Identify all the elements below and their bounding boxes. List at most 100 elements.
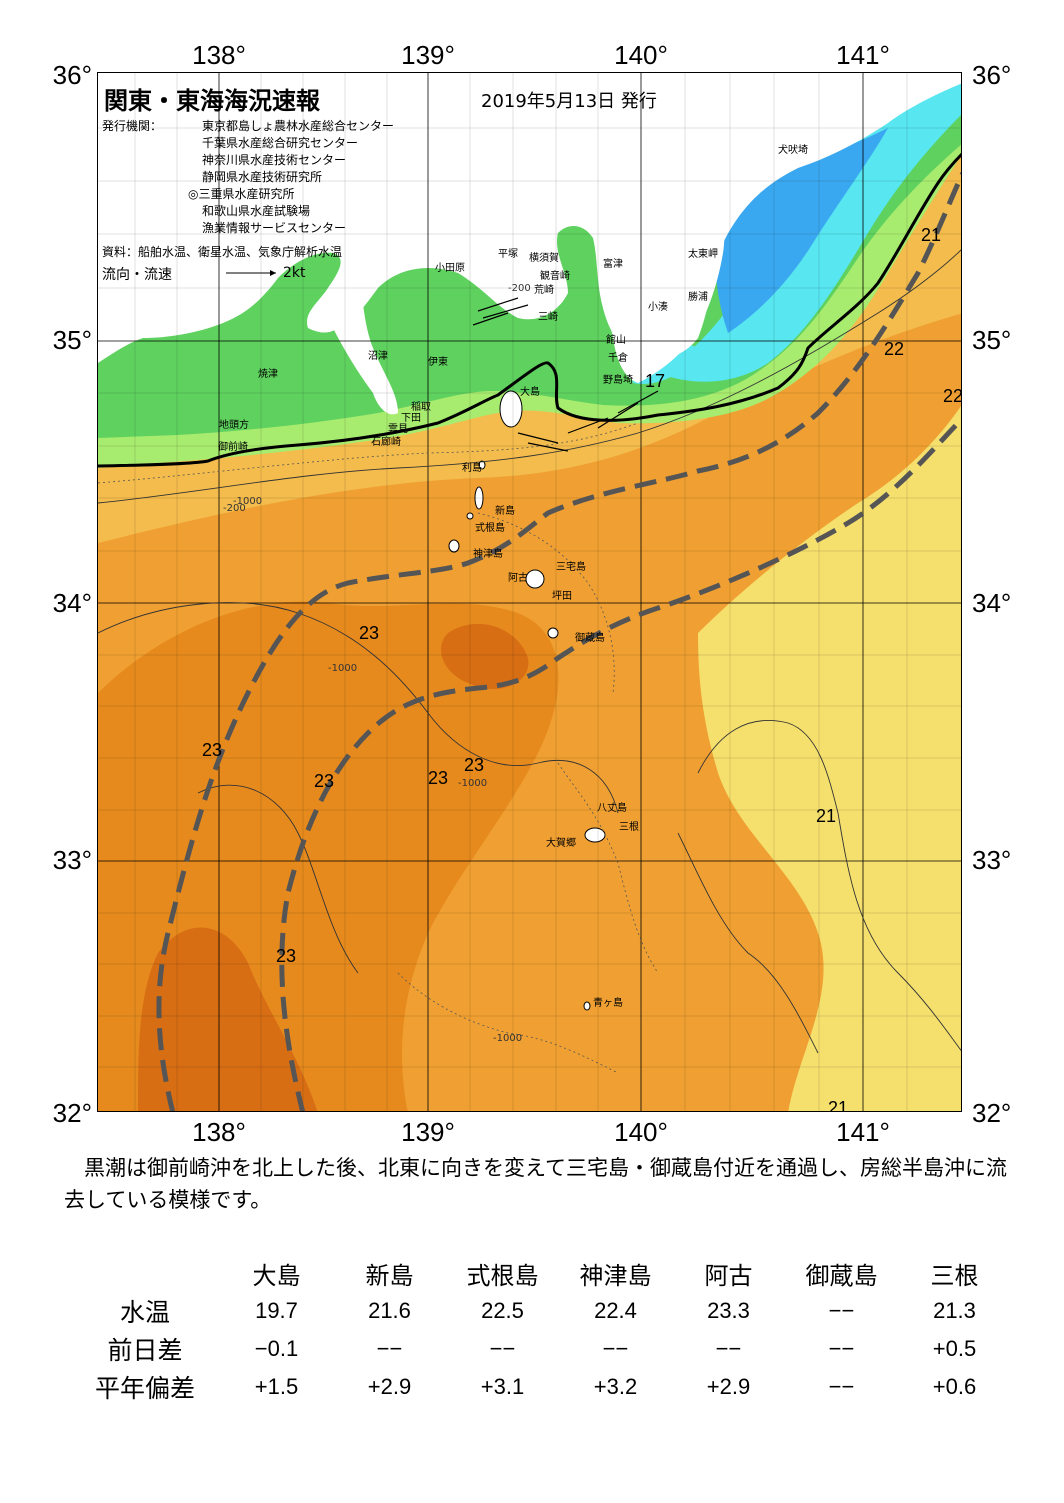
lat-label-33-left: 33° xyxy=(52,845,92,875)
table-cell: +0.6 xyxy=(932,1374,977,1399)
island-mikurajima xyxy=(547,627,559,639)
issuer-item: 静岡県水産技術研究所 xyxy=(202,170,323,184)
land-boso-peninsula xyxy=(598,173,725,383)
table-cell: 23.3 xyxy=(707,1298,750,1323)
lon-label-139-bottom: 139° xyxy=(401,1117,455,1147)
island-aogashima xyxy=(583,1001,591,1011)
table-corner xyxy=(70,1254,220,1292)
place-futtsu: 富津 xyxy=(603,259,623,270)
lon-label-138-top: 138° xyxy=(192,40,246,70)
kuroshio-axis-northern xyxy=(156,171,961,1111)
place-numazu: 沼津 xyxy=(368,351,388,362)
table-row: 前日差 −0.1 −− −− −− −− −− +0.5 xyxy=(70,1330,1011,1368)
place-chikura: 千倉 xyxy=(608,353,628,364)
map-title: 関東・東海海況速報 xyxy=(104,87,320,115)
depth-label: -1000 xyxy=(328,663,358,674)
grid-minor xyxy=(98,73,961,1111)
sea-cold-blue xyxy=(716,128,888,333)
place-kumomi: 雲見 xyxy=(388,424,408,435)
sea-dark-orange-patch-south xyxy=(138,927,318,1111)
place-toshima: 利島 xyxy=(462,463,482,474)
place-hachijojima: 八丈島 xyxy=(597,803,627,814)
island-oshima xyxy=(499,390,523,428)
place-tateyama: 館山 xyxy=(606,335,626,346)
place-oshima: 大島 xyxy=(520,387,540,398)
depth-label: -200 xyxy=(508,283,531,294)
isotherm-label-23: 23 xyxy=(276,946,297,966)
issuer-list: 東京都島しょ農林水産総合センター 千葉県水産総合研究センター 神奈川県水産技術セ… xyxy=(188,118,394,237)
place-miyakejima: 三宅島 xyxy=(556,562,586,573)
table-cell: 22.5 xyxy=(481,1298,524,1323)
isotherm-label-22: 22 xyxy=(884,339,905,359)
place-mikurajima: 御蔵島 xyxy=(575,633,605,644)
table-row: 水温 19.7 21.6 22.5 22.4 23.3 −− 21.3 xyxy=(70,1292,1011,1330)
place-inubozaki: 犬吠埼 xyxy=(778,145,808,156)
place-tsubota: 坪田 xyxy=(552,591,572,602)
lon-label-141-bottom: 141° xyxy=(836,1117,890,1147)
lat-label-34-right: 34° xyxy=(972,588,1012,618)
station-header: 御蔵島 xyxy=(805,1261,878,1290)
lat-label-36-left: 36° xyxy=(52,60,92,90)
table-cell: 21.3 xyxy=(933,1298,976,1323)
lon-label-138-bottom: 138° xyxy=(192,1117,246,1147)
place-inatori: 稲取 xyxy=(411,402,431,413)
sea-yellow-east xyxy=(698,405,961,1111)
table-cell: −− xyxy=(376,1336,403,1361)
depth-contours xyxy=(98,422,659,1074)
place-yaizu: 焼津 xyxy=(258,369,278,380)
isotherm-label-17: 17 xyxy=(645,371,666,391)
place-odawara: 小田原 xyxy=(435,263,465,274)
place-shikinejima: 式根島 xyxy=(475,523,505,534)
isotherm-label-23: 23 xyxy=(464,755,485,775)
depth-label: -1000 xyxy=(493,1033,523,1044)
table-cell: −− xyxy=(828,1336,855,1361)
table-cell: +2.9 xyxy=(706,1374,751,1399)
row-label: 前日差 xyxy=(107,1336,183,1365)
land-izu-peninsula xyxy=(325,268,398,415)
place-irozaki: 石廊崎 xyxy=(371,437,401,448)
summary-text: 黒潮は御前崎沖を北上した後、北東に向きを変えて三宅島・御蔵島付近を通過し、房総半… xyxy=(64,1152,1024,1216)
table-cell: 19.7 xyxy=(255,1298,298,1323)
issuer-item: ◎三重県水産研究所 xyxy=(188,187,295,201)
table-cell: +2.9 xyxy=(367,1374,412,1399)
place-kannonzaki: 観音崎 xyxy=(540,271,570,282)
place-okago: 大賀郷 xyxy=(546,838,576,849)
legend-arrow-head xyxy=(270,270,276,276)
lat-label-35-left: 35° xyxy=(52,325,92,355)
map-canvas xyxy=(98,73,961,1111)
land-honshu xyxy=(98,73,961,363)
lat-label-32-left: 32° xyxy=(52,1098,92,1128)
current-legend-label: 流向・流速 xyxy=(102,267,172,283)
isotherm-label-23: 23 xyxy=(359,623,380,643)
lat-label-32-right: 32° xyxy=(972,1098,1012,1128)
place-kominato: 小湊 xyxy=(648,302,668,313)
table-cell: −− xyxy=(715,1336,742,1361)
place-arasaki: 荒崎 xyxy=(534,285,554,296)
table-cell: +0.5 xyxy=(932,1336,977,1361)
station-header: 新島 xyxy=(365,1261,414,1290)
lon-label-139-top: 139° xyxy=(401,40,455,70)
current-legend-scale: 2kt xyxy=(283,265,306,281)
station-header: 神津島 xyxy=(579,1261,652,1290)
station-header: 大島 xyxy=(252,1261,301,1290)
data-source: 資料：船舶水温、衛星水温、気象庁解析水温 xyxy=(102,245,343,259)
isotherm-label-23: 23 xyxy=(428,768,449,788)
current-arrows xyxy=(472,297,659,452)
table-cell: 21.6 xyxy=(368,1298,411,1323)
place-jitogata: 地頭方 xyxy=(219,420,249,431)
island-toshima xyxy=(478,460,486,470)
place-niijima: 新島 xyxy=(495,506,515,517)
table-cell: −− xyxy=(489,1336,516,1361)
place-taitomisaki: 太東岬 xyxy=(688,249,718,260)
depth-label: -200 xyxy=(223,503,246,514)
place-aogashima: 青ヶ島 xyxy=(593,998,623,1009)
issuer-item: 漁業情報サービスセンター xyxy=(202,221,347,235)
lat-label-36-right: 36° xyxy=(972,60,1012,90)
lon-label-141-top: 141° xyxy=(836,40,890,70)
depth-label: -1000 xyxy=(458,778,488,789)
summary-body: 黒潮は御前崎沖を北上した後、北東に向きを変えて三宅島・御蔵島付近を通過し、房総半… xyxy=(64,1156,1007,1212)
lon-label-140-bottom: 140° xyxy=(614,1117,668,1147)
isotherm-contours xyxy=(98,249,961,1054)
issuer-item: 和歌山県水産試験場 xyxy=(202,204,311,218)
place-mitsune: 三根 xyxy=(619,822,639,833)
